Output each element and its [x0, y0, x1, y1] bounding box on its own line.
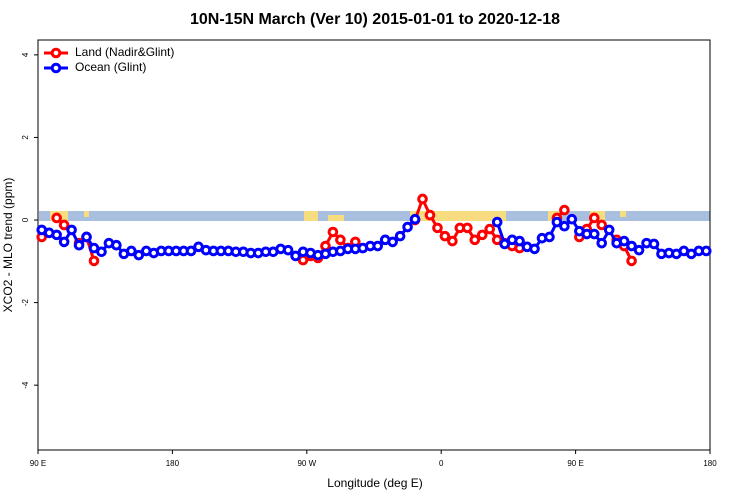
x-tick-label: 90 W: [297, 459, 316, 468]
point: [424, 209, 436, 221]
point: [58, 236, 70, 248]
legend-label: Ocean (Glint): [75, 60, 146, 74]
point: [402, 221, 413, 233]
land-patch: [328, 215, 344, 221]
point: [491, 216, 503, 228]
point: [559, 220, 570, 232]
point: [335, 234, 346, 246]
y-tick-label: 4: [21, 52, 30, 57]
point: [51, 229, 62, 241]
point: [700, 245, 712, 257]
legend-marker: [50, 47, 62, 59]
point: [514, 235, 525, 247]
x-tick-label: 180: [166, 459, 180, 468]
point: [88, 255, 100, 267]
point: [73, 239, 85, 251]
land-patch: [620, 211, 626, 217]
point: [81, 231, 92, 243]
y-axis-label: XCO2 - MLO trend (ppm): [1, 178, 15, 313]
chart-title: 10N-15N March (Ver 10) 2015-01-01 to 202…: [190, 11, 560, 28]
point: [588, 212, 600, 224]
point: [327, 226, 339, 238]
point: [588, 228, 600, 240]
point: [66, 224, 77, 236]
x-tick-label: 0: [439, 459, 444, 468]
y-tick-label: 0: [21, 217, 30, 222]
point: [96, 246, 107, 258]
point: [111, 239, 122, 251]
point: [409, 213, 421, 225]
legend-label: Land (Nadir&Glint): [75, 45, 174, 59]
point: [596, 237, 608, 249]
y-tick-label: -4: [21, 381, 30, 389]
point: [618, 235, 630, 247]
point: [126, 245, 137, 257]
point: [566, 213, 578, 225]
plot-frame: [37, 39, 711, 451]
point: [447, 235, 458, 247]
point: [58, 219, 70, 231]
legend-marker: [50, 62, 62, 74]
point: [282, 244, 294, 256]
point: [394, 230, 406, 242]
land-patch: [304, 211, 318, 221]
x-tick-label: 90 E: [567, 459, 583, 468]
y-tick-label: -2: [21, 298, 30, 306]
point: [529, 243, 540, 255]
point: [633, 244, 645, 256]
point: [417, 193, 428, 205]
point: [484, 223, 496, 235]
point: [544, 231, 555, 243]
point: [462, 222, 473, 234]
point: [648, 238, 660, 250]
point: [596, 219, 608, 231]
x-tick-label: 180: [703, 459, 717, 468]
point: [469, 234, 481, 246]
land-patch: [410, 211, 506, 221]
point: [476, 229, 488, 241]
point: [51, 212, 62, 224]
point: [439, 230, 451, 242]
land-patch: [84, 211, 89, 217]
point: [499, 238, 510, 250]
point: [559, 204, 570, 216]
point: [432, 222, 443, 234]
point: [626, 240, 637, 252]
point: [603, 224, 615, 236]
point: [387, 236, 398, 248]
map-strip: [39, 211, 710, 221]
y-tick-label: 2: [21, 135, 30, 140]
point: [290, 250, 301, 262]
point: [185, 245, 197, 257]
x-axis-label: Longitude (deg E): [327, 476, 422, 490]
point: [133, 249, 145, 261]
point: [372, 240, 384, 252]
x-tick-label: 90 E: [30, 459, 46, 468]
point: [551, 216, 563, 228]
ocean-strip: [39, 211, 710, 221]
point: [626, 255, 637, 267]
